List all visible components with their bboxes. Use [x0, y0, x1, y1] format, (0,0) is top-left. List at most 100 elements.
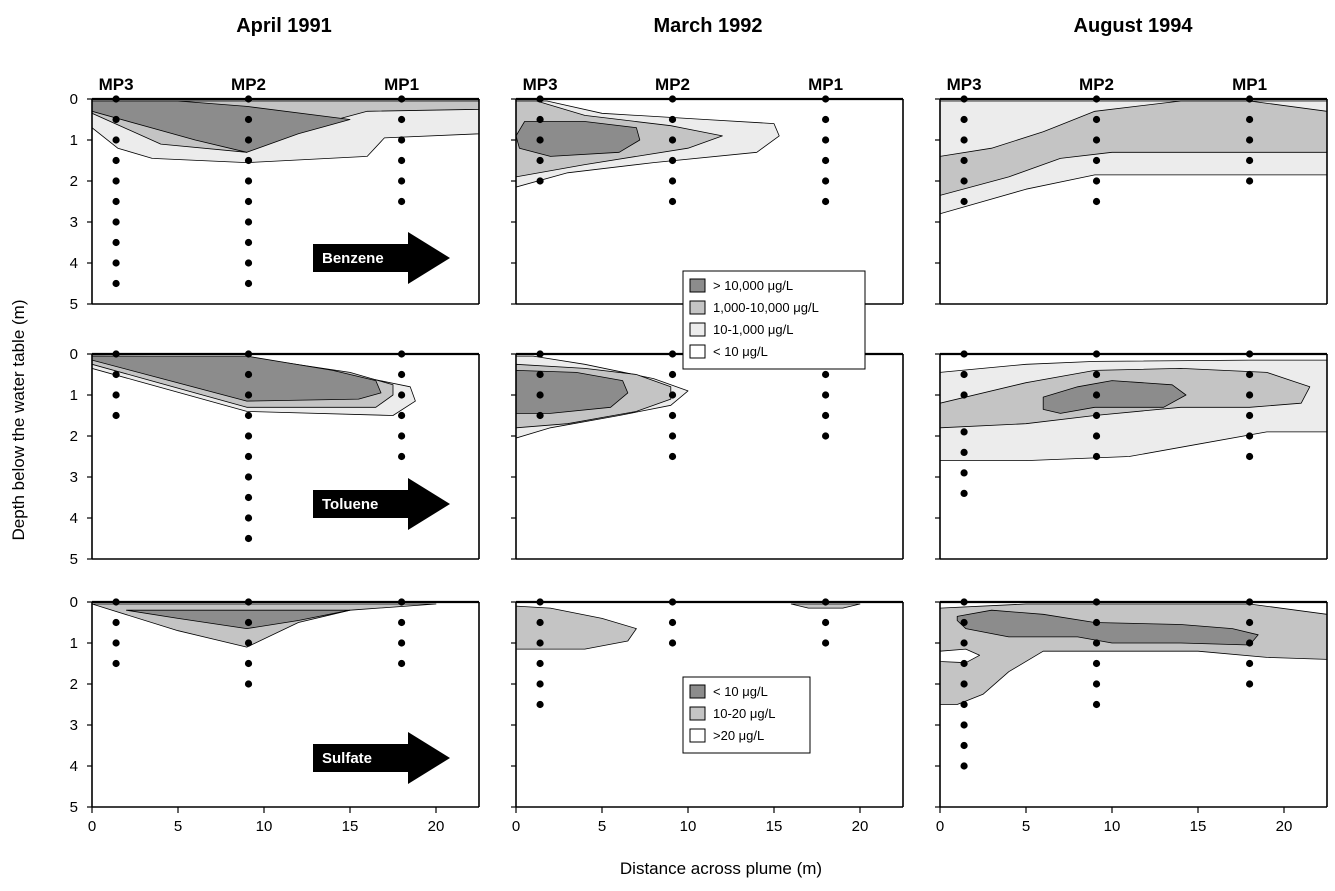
- sample-point: [1246, 411, 1254, 420]
- sample-point: [536, 136, 544, 144]
- well-label-mp3: MP3: [99, 75, 134, 94]
- sample-point: [822, 136, 830, 144]
- y-tick-label: 4: [70, 510, 78, 527]
- sample-point: [244, 156, 253, 165]
- sample-point: [112, 115, 120, 124]
- sample-point: [1092, 700, 1101, 709]
- legend-label: 10-1,000 μg/L: [713, 322, 794, 337]
- well-label-mp3: MP3: [947, 75, 982, 94]
- sample-point: [112, 238, 120, 247]
- arrow-label: Sulfate: [322, 750, 372, 767]
- sample-point: [398, 197, 406, 206]
- x-tick-label: 20: [428, 818, 445, 835]
- contour-zone-2: [940, 100, 1327, 196]
- y-tick-label: 3: [70, 469, 78, 486]
- legend-swatch: [689, 322, 706, 337]
- sample-point: [668, 156, 677, 165]
- sample-point: [398, 156, 406, 165]
- sample-point: [1092, 115, 1101, 124]
- sample-point: [112, 177, 120, 185]
- sample-point: [960, 639, 968, 647]
- sample-point: [1246, 432, 1254, 440]
- sample-point: [536, 391, 544, 399]
- sample-point: [536, 659, 544, 668]
- sample-point: [244, 473, 253, 481]
- sample-point: [1092, 680, 1101, 688]
- x-tick-label: 5: [174, 818, 182, 835]
- contour-zones: [940, 359, 1327, 462]
- arrow-shape: [313, 732, 450, 784]
- sample-point: [1092, 432, 1101, 440]
- sample-point: [960, 391, 968, 399]
- sample-point: [822, 391, 830, 399]
- sample-point: [244, 639, 253, 647]
- legend-box: [682, 270, 866, 370]
- panel-r3-c3: 0 5 10 15 20: [935, 598, 1328, 835]
- sample-point: [398, 350, 406, 358]
- sample-point: [398, 598, 406, 606]
- sample-point: [960, 700, 968, 709]
- panel-r1-c3: MP3 MP2 MP1: [935, 75, 1328, 305]
- column-title-3: August 1994: [1074, 15, 1194, 37]
- sample-point: [244, 659, 253, 668]
- well-label-mp1: MP1: [1232, 75, 1267, 94]
- sample-point: [668, 115, 677, 124]
- sample-point: [822, 432, 830, 440]
- legend-swatch: [689, 706, 706, 721]
- legend-label: < 10 μg/L: [713, 684, 768, 699]
- sample-point: [1092, 391, 1101, 399]
- sample-point: [1246, 370, 1254, 379]
- arrow-benzene: Benzene: [313, 232, 450, 284]
- sample-point: [822, 156, 830, 165]
- x-tick-label: 10: [256, 818, 273, 835]
- sample-point: [398, 411, 406, 420]
- sample-point: [398, 391, 406, 399]
- y-axis-title: Depth below the water table (m): [9, 300, 28, 541]
- sample-point: [1092, 659, 1101, 668]
- sample-point: [1092, 156, 1101, 165]
- well-label-mp3: MP3: [523, 75, 558, 94]
- sample-point: [244, 493, 253, 502]
- sample-point: [1246, 659, 1254, 668]
- sample-point: [822, 598, 830, 606]
- well-label-mp1: MP1: [808, 75, 843, 94]
- sample-point: [668, 350, 677, 358]
- contour-zone-3: [940, 648, 980, 664]
- x-tick-label: 15: [1190, 818, 1207, 835]
- legend-label: >20 μg/L: [713, 728, 764, 743]
- sample-point: [960, 448, 968, 456]
- sample-point: [112, 391, 120, 399]
- y-tick-label: 1: [70, 387, 78, 404]
- sample-point: [398, 177, 406, 185]
- sample-point: [244, 95, 253, 103]
- y-tick-label: 4: [70, 255, 78, 272]
- sample-point: [960, 177, 968, 185]
- sample-point: [112, 411, 120, 420]
- sample-point: [668, 370, 677, 379]
- sample-point: [244, 197, 253, 206]
- sample-point: [112, 350, 120, 358]
- x-tick-label: 15: [766, 818, 783, 835]
- panel-r2-c2: [511, 350, 904, 560]
- sample-point: [536, 618, 544, 627]
- sample-point: [1092, 618, 1101, 627]
- sample-point: [1092, 197, 1101, 206]
- sample-point: [112, 618, 120, 627]
- sample-point: [112, 639, 120, 647]
- contour-zone-3: [516, 121, 641, 157]
- sample-point: [668, 598, 677, 606]
- sample-point: [668, 432, 677, 440]
- legend-label: 10-20 μg/L: [713, 706, 775, 721]
- sample-point: [822, 95, 830, 103]
- panel-r1-c2: MP3 MP2 MP1: [511, 75, 904, 305]
- sample-point: [1246, 115, 1254, 124]
- y-tick-label: 0: [70, 91, 78, 108]
- well-label-mp2: MP2: [1079, 75, 1114, 94]
- sample-point: [112, 197, 120, 206]
- sample-point: [822, 177, 830, 185]
- sample-point: [668, 391, 677, 399]
- sample-point: [1246, 598, 1254, 606]
- sample-point: [112, 598, 120, 606]
